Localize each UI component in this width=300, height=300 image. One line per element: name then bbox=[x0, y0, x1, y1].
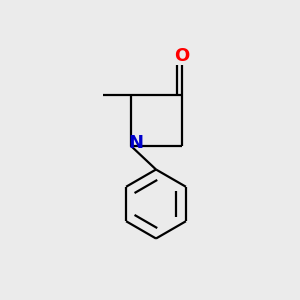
Text: O: O bbox=[174, 47, 189, 65]
Text: N: N bbox=[128, 134, 143, 152]
